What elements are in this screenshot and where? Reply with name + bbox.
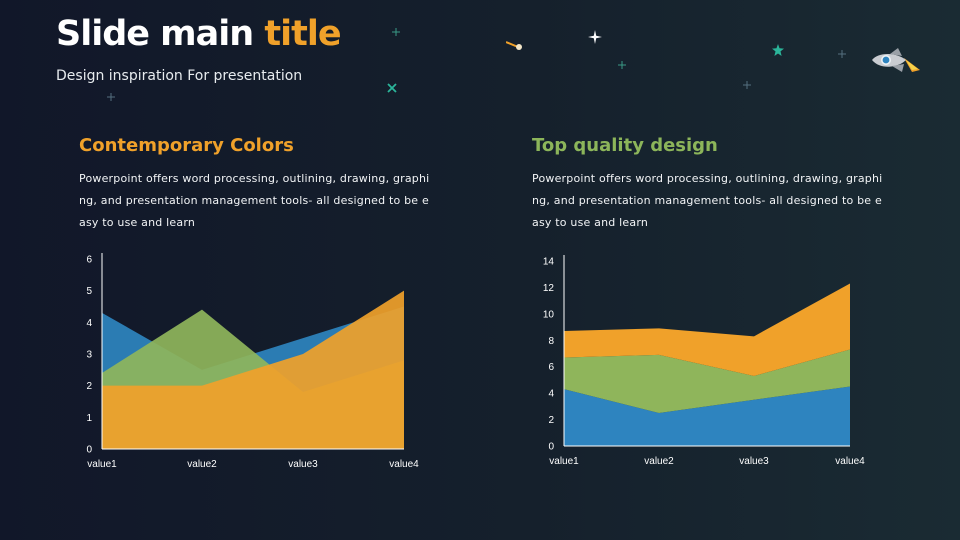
y-tick-label: 1 — [86, 413, 92, 424]
y-tick-label: 14 — [543, 257, 555, 268]
area-series-1 — [564, 386, 850, 446]
title-accent-text: title — [264, 14, 341, 54]
star-icon — [107, 93, 115, 101]
y-tick-label: 2 — [548, 415, 554, 426]
x-tick-label: value3 — [739, 456, 769, 467]
star-icon — [588, 30, 602, 44]
y-tick-label: 0 — [86, 445, 92, 456]
rocket-icon — [872, 48, 920, 72]
y-tick-label: 8 — [548, 336, 554, 347]
x-tick-label: value1 — [549, 456, 579, 467]
star-icon — [772, 44, 784, 56]
title-main-text: Slide main — [56, 14, 265, 54]
area-series-3 — [102, 290, 404, 449]
star-icon — [743, 81, 751, 89]
y-tick-label: 4 — [86, 318, 92, 329]
comet-icon — [506, 41, 522, 50]
y-tick-label: 4 — [548, 389, 554, 400]
y-tick-label: 3 — [86, 350, 92, 361]
area-series-3 — [564, 283, 850, 376]
x-tick-label: value1 — [87, 459, 117, 470]
y-tick-label: 2 — [86, 381, 92, 392]
y-tick-label: 6 — [548, 362, 554, 373]
area-series-2 — [564, 349, 850, 413]
right-section-heading: Top quality design — [532, 135, 718, 156]
slide-subtitle: Design inspiration For presentation — [56, 68, 303, 84]
x-tick-label: value2 — [187, 459, 217, 470]
x-tick-label: value4 — [835, 456, 865, 467]
slide-title: Slide main title — [56, 14, 342, 54]
left-section-description: Powerpoint offers word processing, outli… — [79, 172, 430, 229]
star-icon — [387, 83, 397, 93]
left-section-heading: Contemporary Colors — [79, 135, 294, 156]
y-tick-label: 6 — [86, 255, 92, 266]
y-tick-label: 12 — [543, 283, 555, 294]
star-icon — [392, 28, 400, 36]
y-tick-label: 5 — [86, 286, 92, 297]
x-tick-label: value3 — [288, 459, 318, 470]
y-tick-label: 0 — [548, 442, 554, 453]
x-tick-label: value4 — [389, 459, 419, 470]
star-icon — [838, 50, 846, 58]
y-tick-label: 10 — [543, 309, 555, 320]
x-tick-label: value2 — [644, 456, 674, 467]
right-section-description: Powerpoint offers word processing, outli… — [532, 172, 883, 229]
star-icon — [618, 61, 626, 69]
